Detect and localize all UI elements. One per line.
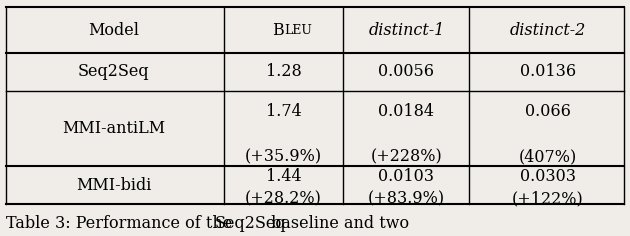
Text: baseline and two: baseline and two (266, 215, 410, 232)
Text: MMI-bidi: MMI-bidi (76, 177, 151, 194)
Text: LEU: LEU (285, 24, 312, 37)
Text: (+228%): (+228%) (370, 148, 442, 165)
Text: distinct-2: distinct-2 (510, 21, 587, 39)
Text: (407%): (407%) (519, 148, 577, 165)
Text: Seq2Seq: Seq2Seq (77, 63, 149, 80)
Text: (+122%): (+122%) (512, 191, 584, 208)
Text: distinct-1: distinct-1 (368, 21, 445, 39)
Text: MMI-antiLM: MMI-antiLM (62, 120, 165, 137)
Text: 0.0303: 0.0303 (520, 168, 576, 185)
Text: 0.0136: 0.0136 (520, 63, 576, 80)
Text: B: B (272, 21, 284, 39)
Text: 0.0103: 0.0103 (379, 168, 434, 185)
Text: 0.0184: 0.0184 (379, 103, 434, 120)
Text: Table 3: Performance of the: Table 3: Performance of the (6, 215, 238, 232)
Text: Seq2Seq: Seq2Seq (214, 215, 286, 232)
Text: (+35.9%): (+35.9%) (245, 148, 322, 165)
Text: 1.74: 1.74 (266, 103, 301, 120)
Text: (+28.2%): (+28.2%) (245, 191, 322, 208)
Text: 1.28: 1.28 (266, 63, 301, 80)
Text: 0.066: 0.066 (525, 103, 571, 120)
Text: 1.44: 1.44 (266, 168, 301, 185)
Text: 0.0056: 0.0056 (379, 63, 434, 80)
Text: Model: Model (88, 21, 139, 39)
Text: (+83.9%): (+83.9%) (368, 191, 445, 208)
